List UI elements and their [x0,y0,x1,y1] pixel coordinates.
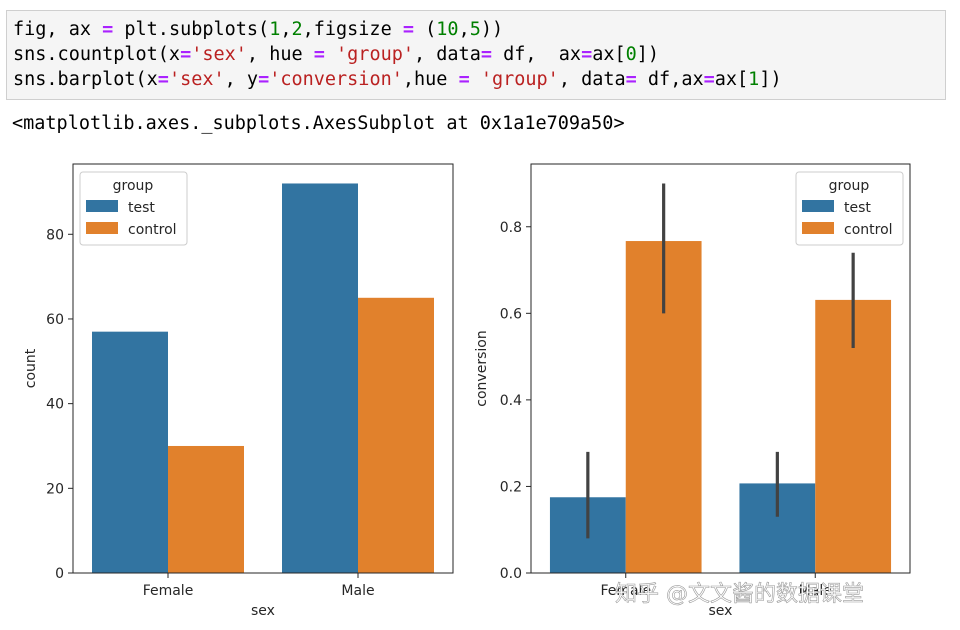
countplot-chart: 0 20 40 60 80 Female Male sex count group test… [23,163,454,619]
legend-label-test: test [128,200,155,216]
x-tick-label: Male [799,583,832,599]
legend-label-control: control [128,222,177,238]
code-line-3: sns.barplot(x='sex', y='conversion',hue … [13,69,782,90]
y-ticks: 0 20 40 60 80 [46,227,73,582]
y-tick-label: 0 [55,566,64,582]
y-tick-label: 80 [46,227,64,243]
y-tick-label: 40 [46,397,64,413]
error-bars-group [586,183,855,539]
bars-group [92,183,434,573]
code-line-1: fig, ax = plt.subplots(1,2,figsize = (10… [13,19,504,40]
x-tick-label: Female [143,583,194,599]
bar-test-female [92,331,168,573]
bar-test-male [282,183,358,573]
legend-title: group [113,178,154,194]
x-ticks: Female Male [600,573,832,599]
legend-title: group [829,178,870,194]
y-ticks: 0.0 0.2 0.4 0.6 0.8 [500,220,531,582]
cell-output-text: <matplotlib.axes._subplots.AxesSubplot a… [12,113,625,134]
y-tick-label: 20 [46,481,64,497]
legend-swatch-test [86,200,118,212]
y-tick-label: 0.2 [500,479,522,495]
plot-frame [530,163,911,574]
barplot-chart: 0.0 0.2 0.4 0.6 0.8 Female Male sex conversio… [474,163,911,619]
legend: group test control [79,171,188,246]
y-tick-label: 0.6 [500,306,522,322]
y-tick-label: 0.8 [500,220,522,236]
legend-label-control: control [844,222,893,238]
x-ticks: Female Male [143,573,375,599]
legend-swatch-control [802,222,834,234]
watermark: 知乎 @文文酱的数据课堂 [615,582,864,607]
x-axis-label: sex [251,603,275,619]
bar-control-female [168,445,244,573]
code-line-2: sns.countplot(x='sex', hue = 'group', da… [13,44,660,65]
y-axis-label: count [23,348,39,388]
y-axis-label: conversion [474,330,490,406]
x-tick-label: Female [600,583,651,599]
legend-swatch-test [802,200,834,212]
code-cell[interactable]: fig, ax = plt.subplots(1,2,figsize = (10… [6,10,946,100]
legend-swatch-control [86,222,118,234]
legend-label-test: test [844,200,871,216]
bar-control-male [358,297,434,573]
y-tick-label: 0.0 [500,566,522,582]
y-tick-label: 60 [46,312,64,328]
bars-group [549,241,892,573]
x-tick-label: Male [341,583,374,599]
y-tick-label: 0.4 [500,393,522,409]
legend: group test control [795,171,904,246]
x-axis-label: sex [709,603,733,619]
plot-frame [72,163,454,574]
